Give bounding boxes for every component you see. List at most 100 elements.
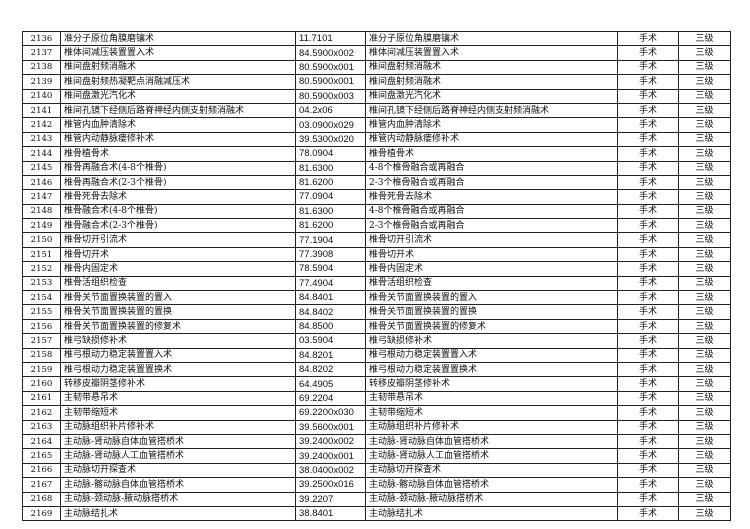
procedure-code: 80.5900x001 xyxy=(295,74,366,90)
procedure-code: 84.8201 xyxy=(295,347,366,363)
grade: 三级 xyxy=(678,477,731,493)
procedure-code: 77.0904 xyxy=(295,189,366,205)
procedure-name: 转移皮瓣阴茎修补术 xyxy=(60,376,296,392)
category: 手术 xyxy=(617,189,679,205)
table-row: 2138 椎间盘射频消融术 80.5900x001 椎间盘射频消融术 手术 三级 xyxy=(22,59,731,76)
grade: 三级 xyxy=(678,290,731,306)
procedure-name: 椎骨植骨术 xyxy=(60,146,296,162)
grade: 三级 xyxy=(678,218,731,234)
table-row: 2165 主动脉-肾动脉人工血管搭桥术 39.2400x001 主动脉-肾动脉人工血管… xyxy=(22,448,731,464)
procedure-name: 椎间盘射频热凝靶点消融减压术 xyxy=(60,74,296,90)
category: 手术 xyxy=(617,347,679,363)
procedure-name: 椎体间减压装置置入术 xyxy=(60,45,296,61)
procedure-name: 主动脉-肾动脉人工血管搭桥术 xyxy=(60,448,296,464)
category: 手术 xyxy=(617,160,679,176)
standard-name: 准分子原位角膜磨镶术 xyxy=(365,30,618,47)
standard-name: 椎骨关节面置换装置的置换 xyxy=(365,304,618,320)
grade: 三级 xyxy=(678,419,731,435)
procedure-code: 39.5300x020 xyxy=(295,131,366,148)
procedure-code: 04.2x06 xyxy=(295,102,366,119)
grade: 三级 xyxy=(678,405,731,421)
table-row: 2155 椎骨关节面置换装置的置换 84.8402 椎骨关节面置换装置的置换 手术 三级 xyxy=(22,304,731,320)
procedure-code: 84.8402 xyxy=(295,304,366,320)
grade: 三级 xyxy=(678,45,731,61)
row-number: 2137 xyxy=(22,45,61,61)
standard-name: 椎骨关节面置换装置的置入 xyxy=(365,290,618,306)
row-number: 2151 xyxy=(22,246,61,263)
procedure-name: 主韧带悬吊术 xyxy=(60,390,296,407)
standard-name: 主动脉-髂动脉自体血管搭桥术 xyxy=(365,477,618,493)
table-row: 2136 准分子原位角膜磨镶术 11.7101 准分子原位角膜磨镶术 手术 三级 xyxy=(22,30,731,47)
procedure-code: 84.8500 xyxy=(295,318,366,335)
table-row: 2157 椎弓缺损修补术 03.5904 椎弓缺损修补术 手术 三级 xyxy=(22,333,731,349)
procedure-code: 81.6200 xyxy=(295,174,366,191)
row-number: 2152 xyxy=(22,261,61,277)
procedure-name: 椎骨融合术(2-3个椎骨) xyxy=(60,218,296,234)
procedure-name: 主动脉-髂动脉自体血管搭桥术 xyxy=(60,477,296,493)
standard-name: 主韧带缩短术 xyxy=(365,405,618,421)
standard-name: 主动脉结扎术 xyxy=(365,505,618,522)
procedure-name: 椎弓根动力稳定装置置换术 xyxy=(60,361,296,378)
table-row: 2153 椎骨活组织检查 77.4904 椎骨活组织检查 手术 三级 xyxy=(22,275,731,292)
procedure-code: 11.7101 xyxy=(295,30,366,47)
standard-name: 椎间孔镜下经侧后路脊神经内侧支射频消融术 xyxy=(365,102,618,119)
procedure-name: 椎间孔镜下经侧后路脊神经内侧支射频消融术 xyxy=(60,102,296,119)
standard-name: 椎间盘激光汽化术 xyxy=(365,88,618,104)
procedure-code: 78.0904 xyxy=(295,146,366,162)
category: 手术 xyxy=(617,117,679,133)
procedure-code: 81.6300 xyxy=(295,203,366,220)
category: 手术 xyxy=(617,146,679,162)
standard-name: 2-3个椎骨融合或再融合 xyxy=(365,218,618,234)
standard-name: 椎骨植骨术 xyxy=(365,146,618,162)
row-number: 2168 xyxy=(22,491,61,507)
standard-name: 主动脉组织补片修补术 xyxy=(365,419,618,435)
row-number: 2147 xyxy=(22,189,61,205)
grade: 三级 xyxy=(678,333,731,349)
category: 手术 xyxy=(617,174,679,191)
row-number: 2161 xyxy=(22,390,61,407)
table-row: 2140 椎间盘激光汽化术 80.5900x003 椎间盘激光汽化术 手术 三级 xyxy=(22,88,731,104)
row-number: 2166 xyxy=(22,462,61,479)
row-number: 2159 xyxy=(22,361,61,378)
standard-name: 椎管内动静脉瘘修补术 xyxy=(365,131,618,148)
procedure-name: 主韧带缩短术 xyxy=(60,405,296,421)
row-number: 2156 xyxy=(22,318,61,335)
standard-name: 2-3个椎骨融合或再融合 xyxy=(365,174,618,191)
standard-name: 4-8个椎骨融合或再融合 xyxy=(365,160,618,176)
procedure-code: 03.0900x029 xyxy=(295,117,366,133)
grade: 三级 xyxy=(678,261,731,277)
category: 手术 xyxy=(617,448,679,464)
grade: 三级 xyxy=(678,146,731,162)
standard-name: 主动脉-肾动脉人工血管搭桥术 xyxy=(365,448,618,464)
procedure-code: 84.5900x002 xyxy=(295,45,366,61)
grade: 三级 xyxy=(678,448,731,464)
procedure-name: 准分子原位角膜磨镶术 xyxy=(60,30,296,47)
category: 手术 xyxy=(617,304,679,320)
category: 手术 xyxy=(617,361,679,378)
grade: 三级 xyxy=(678,462,731,479)
table-row: 2149 椎骨融合术(2-3个椎骨) 81.6200 2-3个椎骨融合或再融合 手术 三级 xyxy=(22,218,731,234)
table-row: 2144 椎骨植骨术 78.0904 椎骨植骨术 手术 三级 xyxy=(22,146,731,162)
procedure-name: 椎间盘激光汽化术 xyxy=(60,88,296,104)
grade: 三级 xyxy=(678,304,731,320)
category: 手术 xyxy=(617,261,679,277)
procedure-name: 椎骨关节面置换装置的修复术 xyxy=(60,318,296,335)
procedure-name: 椎骨再融合术(2-3个椎骨) xyxy=(60,174,296,191)
row-number: 2144 xyxy=(22,146,61,162)
row-number: 2169 xyxy=(22,505,61,522)
row-number: 2155 xyxy=(22,304,61,320)
grade: 三级 xyxy=(678,232,731,248)
category: 手术 xyxy=(617,333,679,349)
procedure-name: 主动脉-肾动脉自体血管搭桥术 xyxy=(60,433,296,450)
category: 手术 xyxy=(617,405,679,421)
procedure-code: 69.2204 xyxy=(295,390,366,407)
table-row: 2141 椎间孔镜下经侧后路脊神经内侧支射频消融术 04.2x06 椎间孔镜下经侧后路… xyxy=(22,102,731,119)
standard-name: 椎骨关节面置换装置的修复术 xyxy=(365,318,618,335)
procedure-code: 69.2200x030 xyxy=(295,405,366,421)
standard-name: 椎骨死骨去除术 xyxy=(365,189,618,205)
category: 手术 xyxy=(617,462,679,479)
category: 手术 xyxy=(617,390,679,407)
grade: 三级 xyxy=(678,491,731,507)
procedure-code: 80.5900x003 xyxy=(295,88,366,104)
table-row: 2166 主动脉切开探查术 38.0400x002 主动脉切开探查术 手术 三级 xyxy=(22,462,731,479)
